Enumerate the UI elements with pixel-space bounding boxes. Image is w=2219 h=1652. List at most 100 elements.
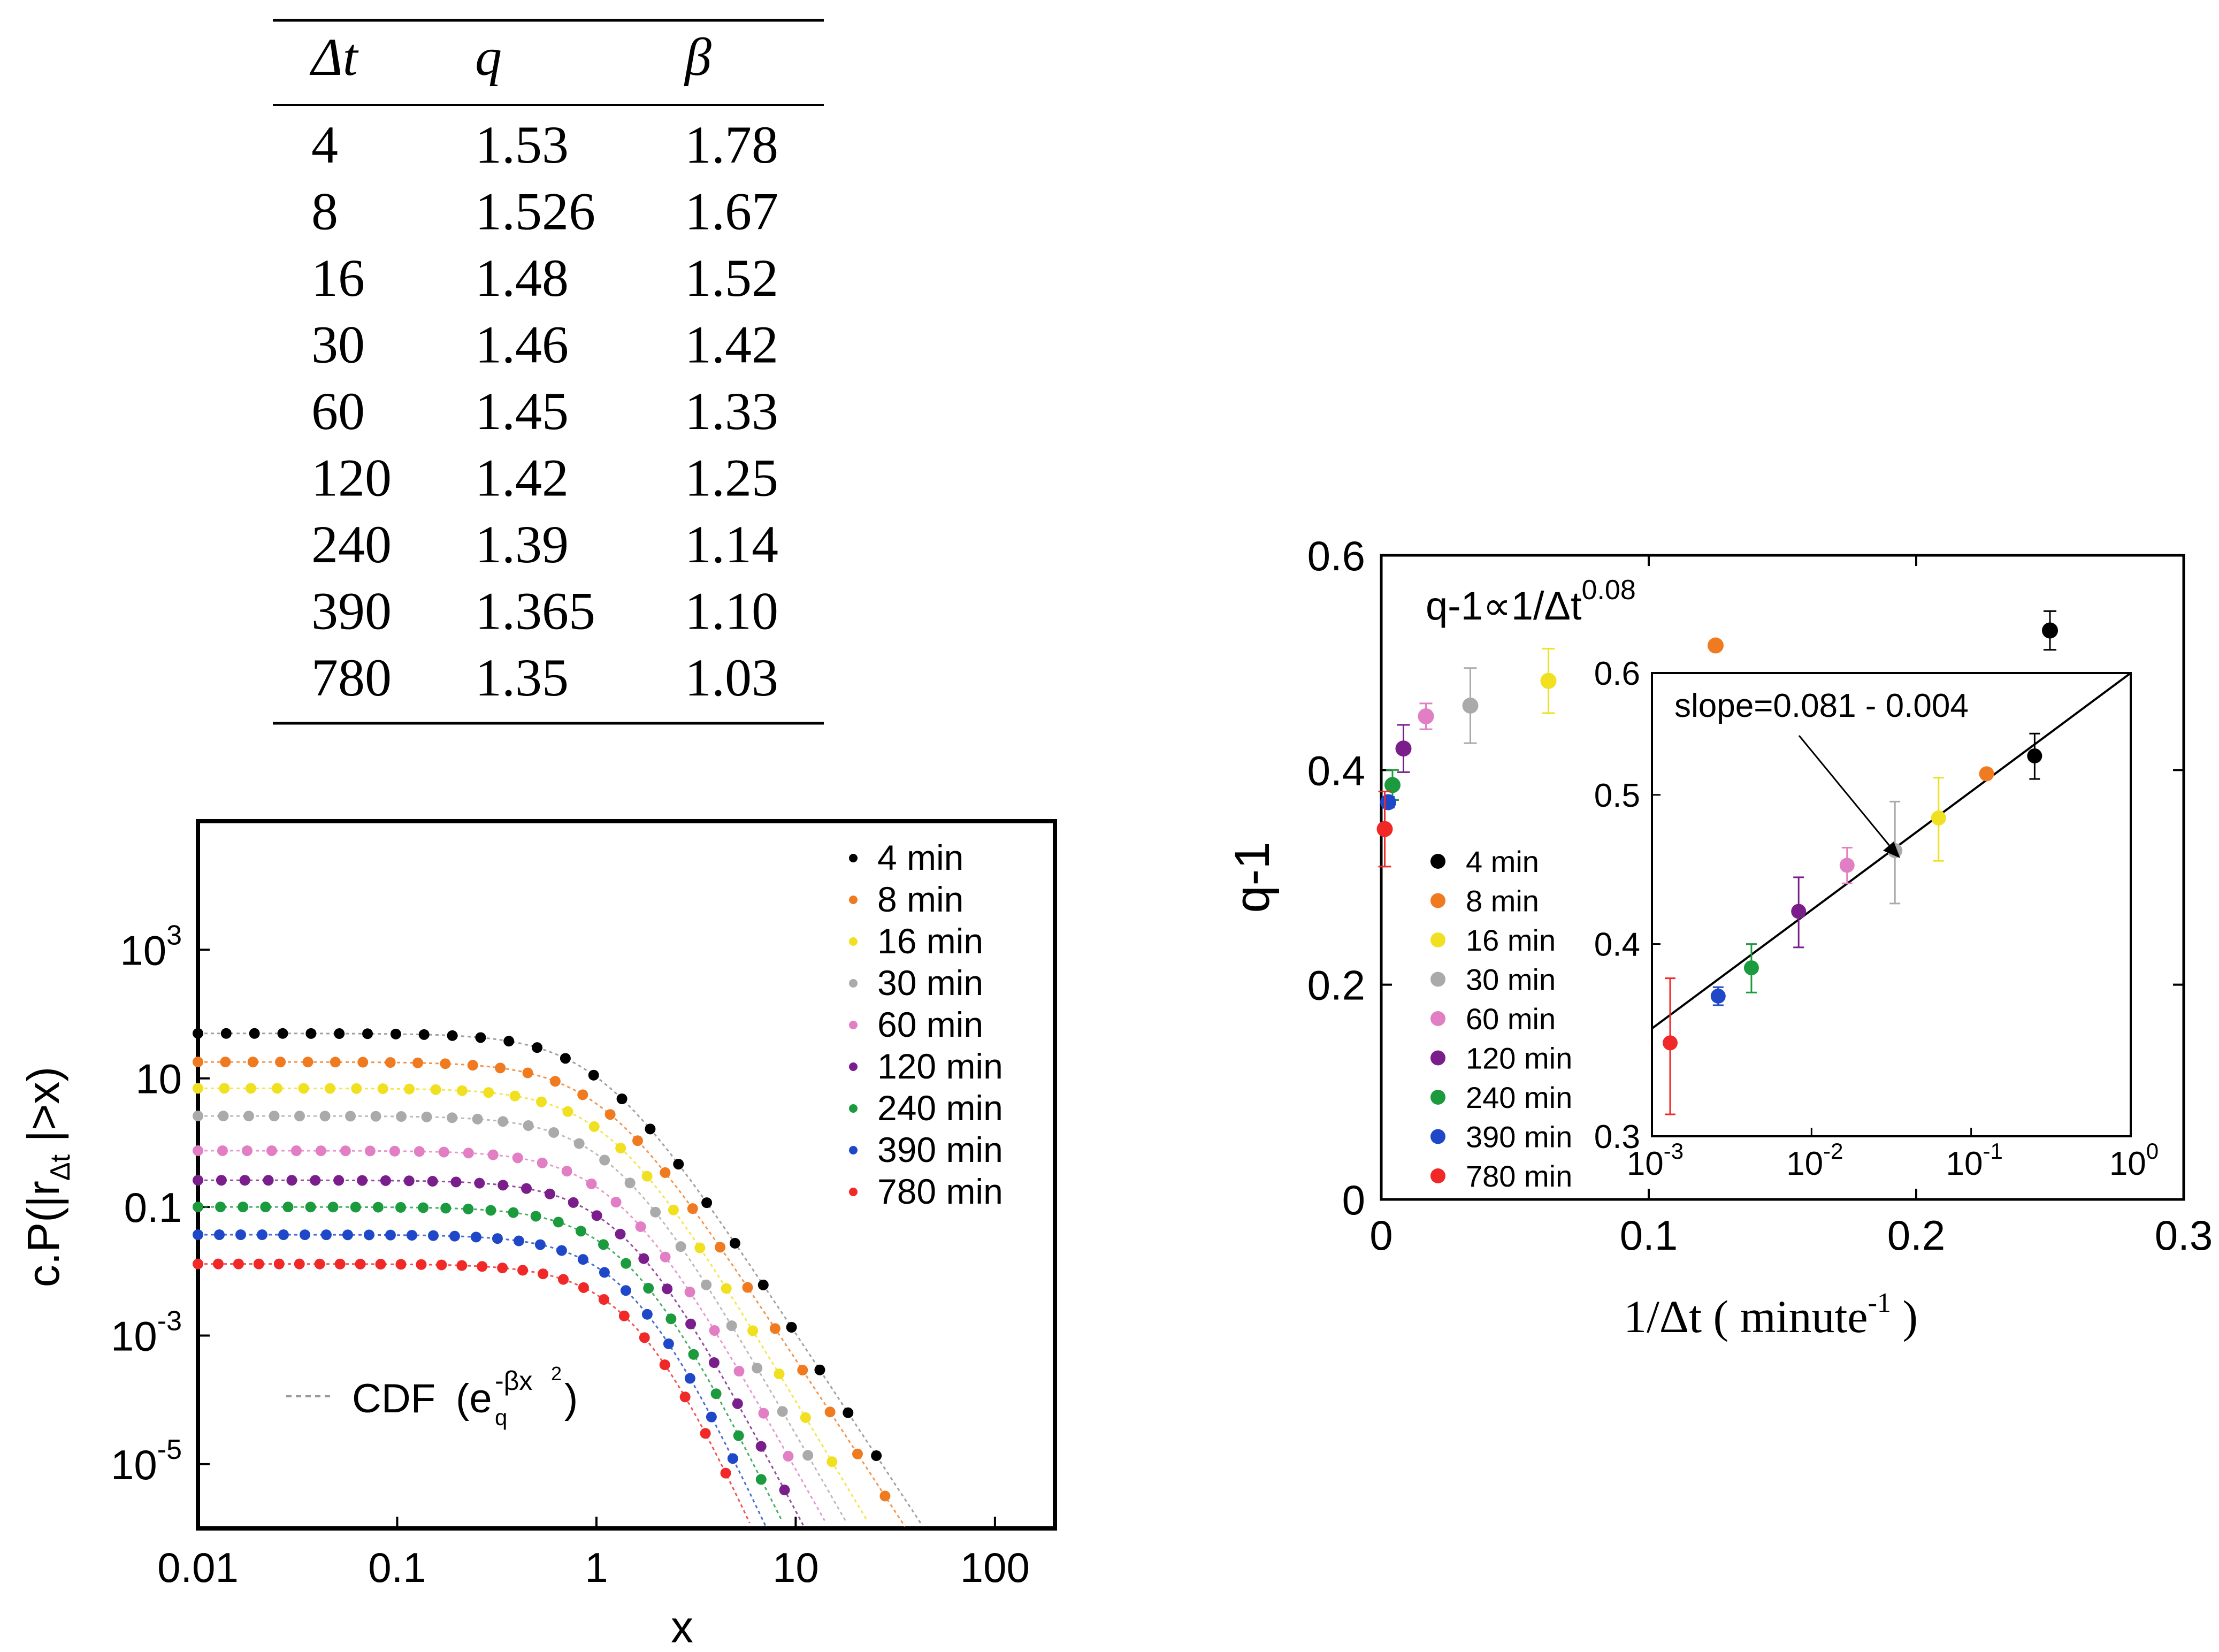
cdf-point — [357, 1175, 368, 1186]
cdf-point — [843, 1407, 854, 1418]
q-plot-frame — [1380, 554, 2185, 1201]
cdf-point — [517, 1265, 529, 1276]
table-cell: 1.35 — [475, 648, 569, 707]
cdf-legend-label: 30 min — [877, 963, 983, 1003]
cdf-point — [286, 1175, 297, 1186]
q-annotation-sup: 0.08 — [1582, 575, 1636, 606]
q-xlabel-tail: ) — [1891, 1291, 1918, 1342]
cdf-point — [561, 1166, 572, 1177]
cdf-point — [351, 1083, 362, 1094]
cdf-point — [591, 1210, 602, 1221]
cdf-point — [532, 1042, 543, 1053]
cdf-point — [215, 1202, 226, 1213]
cdf-point — [615, 1228, 626, 1240]
table-cell: 60 — [311, 381, 365, 441]
table-header-q: q — [475, 27, 502, 87]
cdf-legend-marker — [849, 937, 858, 946]
cdf-point — [720, 1467, 731, 1479]
cdf-point — [800, 1412, 811, 1423]
cdf-legend-marker — [849, 854, 858, 862]
cdf-fit-legend-base: e — [469, 1376, 492, 1421]
q-ytick-label: 0 — [1342, 1176, 1365, 1223]
cdf-point — [721, 1283, 732, 1294]
cdf-xtick-label: 100 — [960, 1544, 1030, 1591]
cdf-ytick-label: 0.1 — [124, 1184, 182, 1231]
cdf-fit-legend-close: ) — [564, 1376, 578, 1421]
cdf-point — [414, 1146, 425, 1157]
table-cell: 1.42 — [475, 448, 569, 508]
q-ytick-label: 0.6 — [1307, 532, 1365, 579]
cdf-point — [544, 1188, 555, 1199]
cdf-fit-curve — [198, 1150, 825, 1521]
cdf-fit-legend-sub: q — [495, 1405, 507, 1430]
cdf-point — [523, 1120, 534, 1131]
cdf-fit-legend: CDF (e q -βx 2 ) — [286, 1363, 578, 1430]
cdf-point — [673, 1159, 684, 1170]
cdf-point — [615, 1143, 626, 1154]
cdf-ylabel-tail: |>x) — [18, 1067, 68, 1154]
inset-ytick-label: 0.5 — [1594, 777, 1640, 814]
cdf-point — [577, 1254, 588, 1265]
q-panel: 0 0.1 0.2 0.3 0 0.2 0.4 0.6 q-1∝1/Δt0.08 4 min 8… — [1225, 532, 2213, 1342]
cdf-point — [513, 1235, 524, 1246]
cdf-point — [350, 1202, 361, 1213]
cdf-point — [193, 1083, 203, 1094]
q-legend-label: 30 min — [1466, 963, 1556, 997]
cdf-point — [556, 1245, 567, 1256]
cdf-point — [220, 1057, 231, 1068]
cdf-point — [247, 1057, 258, 1068]
cdf-point — [447, 1030, 458, 1041]
cdf-fit-curve — [198, 1263, 751, 1524]
table-header-dt: Δt — [309, 27, 359, 87]
cdf-point — [233, 1258, 244, 1269]
cdf-point — [824, 1406, 836, 1418]
cdf-point — [421, 1111, 432, 1122]
table-cell: 1.48 — [475, 248, 569, 308]
cdf-point — [733, 1430, 744, 1441]
table-cell: 1.39 — [475, 515, 569, 574]
cdf-point — [477, 1261, 488, 1272]
q-legend-marker — [1430, 854, 1445, 869]
table-cell: 1.53 — [475, 115, 569, 174]
q-xlabel-sup: -1 — [1868, 1288, 1891, 1318]
cdf-point — [512, 1152, 523, 1164]
cdf-point — [220, 1028, 232, 1039]
cdf-point — [852, 1448, 863, 1459]
cdf-point — [403, 1175, 415, 1187]
cdf-point — [193, 1057, 203, 1068]
cdf-fit-curve — [198, 1179, 804, 1526]
cdf-point — [706, 1411, 717, 1422]
cdf-point — [616, 1093, 628, 1105]
q-point — [1462, 697, 1479, 714]
cdf-point — [733, 1366, 745, 1377]
cdf-point — [463, 1148, 474, 1159]
inset-ytick-label: 0.6 — [1594, 655, 1640, 692]
cdf-point — [536, 1096, 547, 1107]
cdf-legend-marker — [849, 1062, 858, 1071]
cdf-point — [701, 1197, 713, 1209]
cdf-point — [315, 1145, 326, 1157]
cdf-point — [560, 1053, 571, 1064]
cdf-point — [694, 1242, 706, 1253]
cdf-legend-marker — [849, 1146, 858, 1154]
cdf-point — [245, 1083, 256, 1094]
inset-plot-frame — [1651, 672, 2132, 1137]
cdf-point — [598, 1294, 609, 1305]
cdf-point — [688, 1349, 699, 1360]
cdf-point — [660, 1251, 671, 1263]
cdf-data-points — [193, 1028, 891, 1502]
cdf-point — [355, 1258, 366, 1269]
cdf-point — [568, 1197, 579, 1208]
table-cell: 1.10 — [685, 582, 778, 641]
cdf-point — [503, 1036, 515, 1047]
inset-annotation-arrow-shaft — [1798, 735, 1894, 850]
cdf-fit-curve — [198, 1206, 783, 1521]
cdf-legend-marker — [849, 1104, 858, 1113]
cdf-ylabel-main: c.P(|r — [18, 1181, 68, 1287]
cdf-point — [755, 1474, 767, 1485]
table-cell: 1.33 — [685, 381, 778, 441]
cdf-legend-marker — [849, 979, 858, 988]
cdf-point — [327, 1202, 339, 1213]
q-legend-label: 390 min — [1466, 1120, 1572, 1154]
